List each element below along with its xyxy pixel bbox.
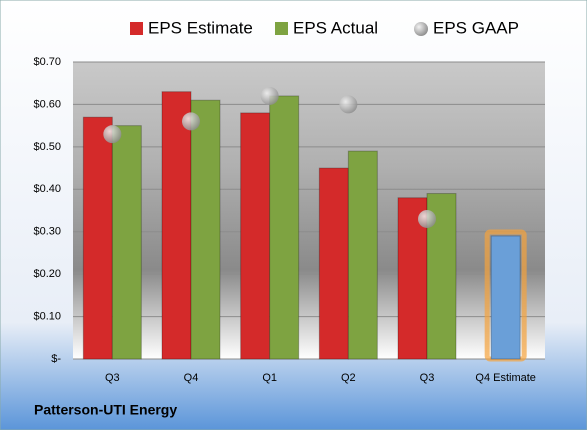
bar [240, 112, 271, 360]
y-tick-label: $0.60 [33, 98, 61, 110]
bar [490, 235, 521, 360]
company-name: Patterson-UTI Energy [34, 402, 177, 418]
bar [190, 99, 221, 360]
y-tick-label: $0.10 [33, 310, 61, 322]
legend-swatch [275, 22, 288, 35]
gaap-marker [103, 125, 122, 144]
bar [318, 167, 349, 360]
x-tick-label: Q4 [184, 372, 199, 384]
y-tick-label: $0.40 [33, 183, 61, 195]
bar [161, 91, 192, 360]
gaap-marker [260, 86, 279, 105]
legend-swatch [414, 22, 428, 36]
bar [111, 125, 142, 360]
x-tick-label: Q4 Estimate [475, 372, 536, 384]
x-tick-label: Q3 [420, 372, 435, 384]
x-tick-label: Q1 [262, 372, 277, 384]
legend-swatch [130, 22, 143, 35]
x-tick-label: Q3 [105, 372, 120, 384]
gaap-marker [339, 95, 358, 114]
legend-label: EPS Actual [293, 18, 378, 37]
legend-label: EPS Estimate [148, 18, 253, 37]
legend-label: EPS GAAP [433, 18, 519, 37]
bar [269, 95, 300, 360]
y-tick-label: $0.70 [33, 56, 61, 68]
bar [347, 150, 378, 360]
y-tick-label: $- [51, 353, 61, 365]
y-tick-label: $0.50 [33, 141, 61, 153]
gaap-marker [182, 112, 200, 131]
y-tick-label: $0.20 [33, 268, 61, 280]
y-tick-label: $0.30 [33, 226, 61, 238]
x-tick-label: Q2 [341, 372, 356, 384]
gaap-marker [418, 209, 436, 228]
plot-area [73, 62, 545, 359]
bar [82, 116, 113, 360]
